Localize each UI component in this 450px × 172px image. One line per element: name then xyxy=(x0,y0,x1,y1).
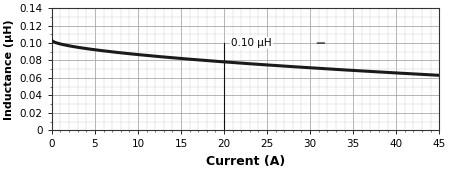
X-axis label: Current (A): Current (A) xyxy=(206,155,285,168)
Y-axis label: Inductance (μH): Inductance (μH) xyxy=(4,19,14,120)
Text: 0.10 μH: 0.10 μH xyxy=(231,38,271,48)
